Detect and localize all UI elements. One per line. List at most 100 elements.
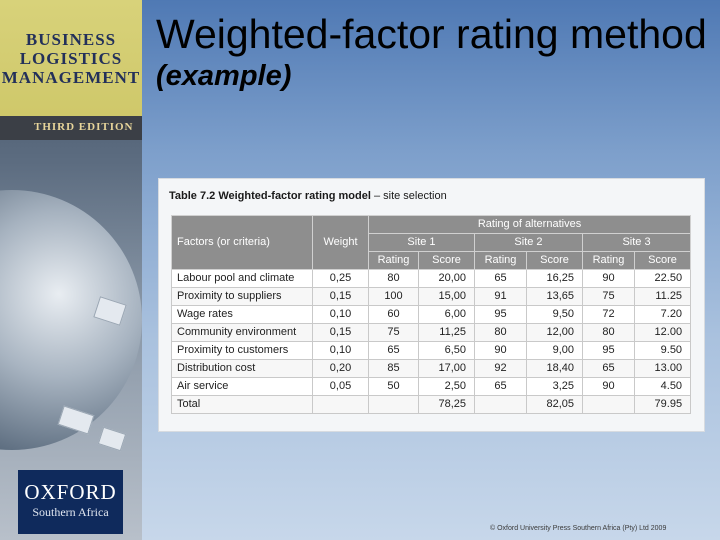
rating-cell: 95: [474, 305, 527, 324]
table-total-row: Total 78,25 82,05 79.95: [171, 395, 692, 414]
rating-of-alternatives-header: Rating of alternatives: [367, 215, 692, 234]
site-1-header: Site 1: [368, 233, 475, 252]
weight-cell: 0,05: [312, 377, 369, 396]
rating-cell: 65: [474, 377, 527, 396]
score-cell: 4.50: [633, 377, 692, 396]
slide-subtitle: (example): [156, 60, 292, 92]
score-cell: 12.00: [633, 323, 692, 342]
rating-cell: 80: [582, 323, 635, 342]
rating-header: Rating: [582, 251, 635, 270]
table-caption-text: – site selection: [370, 190, 447, 202]
rating-cell: [368, 395, 419, 414]
rating-header: Rating: [368, 251, 419, 270]
publisher-region: Southern Africa: [32, 505, 109, 519]
rating-cell: 65: [582, 359, 635, 378]
weight-cell: 0,20: [312, 359, 369, 378]
book-title-line: LOGISTICS: [19, 49, 123, 68]
table-caption-number: Table 7.2 Weighted-factor rating model: [169, 190, 371, 202]
table-caption: Table 7.2 Weighted-factor rating model –…: [169, 190, 447, 202]
score-cell: 9,50: [526, 305, 583, 324]
score-cell: 17,00: [418, 359, 475, 378]
copyright-notice: © Oxford University Press Southern Afric…: [490, 525, 667, 532]
rating-cell: [474, 395, 527, 414]
score-cell: 6,00: [418, 305, 475, 324]
rating-cell: 90: [582, 269, 635, 288]
score-header: Score: [526, 251, 583, 270]
rating-cell: 60: [368, 305, 419, 324]
factor-cell: Wage rates: [171, 305, 313, 324]
score-cell: 9,00: [526, 341, 583, 360]
table-row: Air service 0,05 50 2,50 65 3,25 90 4.50: [171, 377, 692, 396]
score-cell: 13,65: [526, 287, 583, 306]
table-row: Proximity to suppliers 0,15 100 15,00 91…: [171, 287, 692, 306]
score-cell: 2,50: [418, 377, 475, 396]
total-score-cell: 82,05: [526, 395, 583, 414]
rating-cell: 90: [474, 341, 527, 360]
book-cover-strip: BUSINESS LOGISTICS MANAGEMENT THIRD EDIT…: [0, 0, 142, 540]
table-row: Distribution cost 0,20 85 17,00 92 18,40…: [171, 359, 692, 378]
slide-title: Weighted-factor rating method: [156, 11, 707, 57]
score-header: Score: [418, 251, 475, 270]
rating-header: Rating: [474, 251, 527, 270]
weight-cell: 0,10: [312, 341, 369, 360]
score-cell: 16,25: [526, 269, 583, 288]
rating-cell: 90: [582, 377, 635, 396]
rating-cell: [582, 395, 635, 414]
factor-cell: Proximity to suppliers: [171, 287, 313, 306]
rating-cell: 80: [474, 323, 527, 342]
score-cell: 12,00: [526, 323, 583, 342]
site-2-header: Site 2: [474, 233, 583, 252]
rating-cell: 50: [368, 377, 419, 396]
score-cell: 7.20: [633, 305, 692, 324]
score-cell: 9.50: [633, 341, 692, 360]
weight-cell: 0,15: [312, 287, 369, 306]
rating-cell: 100: [368, 287, 419, 306]
score-cell: 22.50: [633, 269, 692, 288]
score-cell: 20,00: [418, 269, 475, 288]
rating-cell: 75: [582, 287, 635, 306]
score-cell: 11,25: [418, 323, 475, 342]
factor-cell: Labour pool and climate: [171, 269, 313, 288]
total-score-cell: 79.95: [633, 395, 692, 414]
score-header: Score: [633, 251, 692, 270]
book-title-line: MANAGEMENT: [1, 68, 141, 87]
weight-cell: [312, 395, 369, 414]
puzzle-piece-image: [97, 426, 127, 452]
weight-cell: 0,10: [312, 305, 369, 324]
table-row: Wage rates 0,10 60 6,00 95 9,50 72 7.20: [171, 305, 692, 324]
rating-table: Factors (or criteria) Weight Rating of a…: [171, 215, 692, 414]
factor-cell: Proximity to customers: [171, 341, 313, 360]
table-row: Proximity to customers 0,10 65 6,50 90 9…: [171, 341, 692, 360]
table-panel: Table 7.2 Weighted-factor rating model –…: [158, 178, 705, 432]
rating-cell: 95: [582, 341, 635, 360]
total-label-cell: Total: [171, 395, 313, 414]
publisher-logo: OXFORD Southern Africa: [18, 470, 123, 534]
weight-header: Weight: [312, 215, 369, 270]
score-cell: 18,40: [526, 359, 583, 378]
table-row: Community environment 0,15 75 11,25 80 1…: [171, 323, 692, 342]
rating-cell: 65: [368, 341, 419, 360]
factor-cell: Distribution cost: [171, 359, 313, 378]
rating-cell: 91: [474, 287, 527, 306]
score-cell: 15,00: [418, 287, 475, 306]
total-score-cell: 78,25: [418, 395, 475, 414]
rating-cell: 65: [474, 269, 527, 288]
site-3-header: Site 3: [581, 233, 692, 252]
score-cell: 13.00: [633, 359, 692, 378]
edition-band: [0, 116, 142, 140]
score-cell: 6,50: [418, 341, 475, 360]
book-title: BUSINESS LOGISTICS MANAGEMENT: [0, 0, 142, 116]
score-cell: 11.25: [633, 287, 692, 306]
table-row: Labour pool and climate 0,25 80 20,00 65…: [171, 269, 692, 288]
rating-cell: 80: [368, 269, 419, 288]
book-title-line: BUSINESS: [25, 30, 117, 49]
weight-cell: 0,15: [312, 323, 369, 342]
factor-cell: Air service: [171, 377, 313, 396]
factor-cell: Community environment: [171, 323, 313, 342]
rating-cell: 75: [368, 323, 419, 342]
score-cell: 3,25: [526, 377, 583, 396]
edition-label: THIRD EDITION: [34, 121, 134, 133]
factors-header: Factors (or criteria): [171, 215, 313, 270]
rating-cell: 92: [474, 359, 527, 378]
publisher-name: OXFORD: [24, 480, 117, 504]
